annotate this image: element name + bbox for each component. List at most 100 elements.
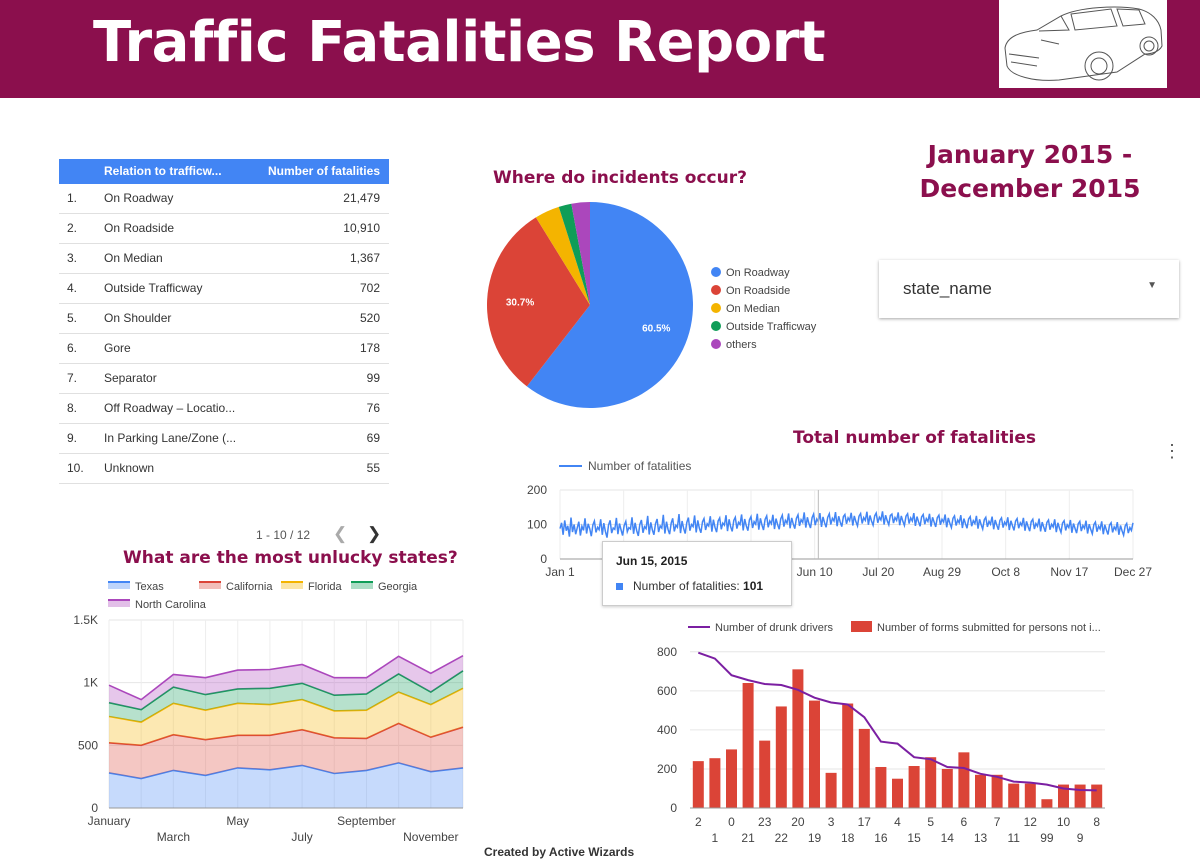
states-area-chart: Texas California Florida Georgia North Carol… [73,581,464,844]
pie-slice-on-roadway [526,202,693,408]
x-tick-label: 14 [941,831,955,845]
legend-swatch [711,285,721,295]
x-tick-label: 6 [961,815,968,829]
tooltip-date: Jun 15, 2015 [616,554,688,568]
legend-label: Outside Trafficway [726,321,817,333]
x-tick-label: 10 [1057,815,1071,829]
pie-slice-label: 30.7% [506,297,534,308]
table-pager: 1 - 10 / 12 [256,528,311,542]
footer-credit: Created by Active Wizards [484,845,635,859]
table-row[interactable]: 4. Outside Trafficway 702 [59,274,389,304]
y-tick-label: 400 [657,723,677,737]
chart-tooltip: Jun 15, 2015 Number of fatalities: 101 [602,541,792,606]
bar [1058,784,1069,808]
y-tick-label: 100 [527,518,547,532]
row-relation: Outside Trafficway [104,281,203,295]
row-fatalities: 69 [366,431,380,445]
x-tick-label: 17 [858,815,872,829]
area-line-florida [108,687,464,723]
x-tick-label: 13 [974,831,988,845]
table-row[interactable]: 2. On Roadside 10,910 [59,214,389,244]
x-tick-label: Jun 10 [797,565,833,579]
date-range-label: January 2015 - December 2015 [880,138,1180,206]
table-row[interactable]: 7. Separator 99 [59,364,389,394]
legend-label: North Carolina [135,599,207,611]
legend-label: others [726,339,757,351]
legend-label: Georgia [378,581,418,593]
x-tick-label: 5 [927,815,934,829]
fatalities-table: Relation to trafficw... Number of fatali… [59,159,389,484]
car-sketch-icon [1004,6,1163,81]
column-header-fatalities[interactable]: Number of fatalities [267,164,380,178]
x-tick-label: January [88,814,131,828]
row-index: 1. [67,191,78,205]
prev-page-icon[interactable]: ❮ [333,524,348,543]
row-index: 8. [67,401,78,415]
area-line-california [108,722,464,747]
row-fatalities: 520 [359,311,380,325]
tooltip-value: 101 [743,579,764,593]
area-georgia [109,670,463,723]
area-line-north-carolina [108,654,464,701]
row-index: 3. [67,251,78,265]
pie-slice-on-median [535,206,590,305]
table-row[interactable]: 9. In Parking Lane/Zone (... 69 [59,424,389,454]
table-row[interactable]: 6. Gore 178 [59,334,389,364]
series-line-fatalities [559,510,1134,539]
tooltip-label: Number of fatalities: [633,579,744,593]
table-row[interactable]: 8. Off Roadway – Locatio... 76 [59,394,389,424]
car-logo [999,0,1167,88]
legend-swatch [711,303,721,313]
table-row[interactable]: 3. On Median 1,367 [59,244,389,274]
x-tick-label: July [291,830,312,844]
pie-slice-others [571,202,590,305]
pie-slice-label: 60.5% [642,324,670,335]
table-row[interactable]: 5. On Shoulder 520 [59,304,389,334]
legend-swatch [851,621,872,632]
column-header-relation[interactable]: Relation to trafficw... [104,164,222,178]
legend-label: Number of fatalities [588,459,691,473]
x-tick-label: 23 [758,815,772,829]
row-index: 6. [67,341,78,355]
y-tick-label: 0 [540,552,547,566]
row-relation: Separator [104,371,157,385]
legend-swatch [108,600,130,607]
row-relation: In Parking Lane/Zone (... [104,431,237,445]
state-filter-dropdown[interactable]: state_name ▼ [879,260,1179,318]
bar [709,758,721,808]
report-title: Traffic Fatalities Report [93,10,826,75]
y-tick-label: 200 [527,483,547,497]
x-tick-label: 99 [1040,831,1054,845]
row-fatalities: 55 [366,461,380,475]
bar [975,774,986,808]
next-page-icon[interactable]: ❯ [367,524,382,543]
table-row[interactable]: 10. Unknown 55 [59,454,389,484]
tooltip-text: Number of fatalities: 101 [633,579,763,593]
dropdown-arrow-icon: ▼ [1147,280,1157,291]
x-tick-label: Aug 29 [923,565,961,579]
bar [792,669,804,808]
row-index: 5. [67,311,78,325]
more-options-icon[interactable]: ⋮ [1163,441,1181,461]
table-row[interactable]: 1. On Roadway 21,479 [59,184,389,214]
bar [991,774,1003,808]
x-tick-label: 16 [874,831,888,845]
legend-swatch [199,582,221,589]
row-relation: On Roadway [104,191,174,205]
y-tick-label: 200 [657,762,677,776]
y-tick-label: 500 [78,738,98,752]
bar [692,761,704,808]
bar [842,703,854,808]
row-relation: Gore [104,341,131,355]
area-california [109,723,463,779]
x-tick-label: 22 [775,831,789,845]
row-relation: On Shoulder [104,311,172,325]
row-index: 10. [67,461,84,475]
x-tick-label: 8 [1093,815,1100,829]
row-fatalities: 178 [359,341,380,355]
bar [726,749,737,808]
bar [958,752,970,808]
row-relation: Off Roadway – Locatio... [104,401,236,415]
table-header: Relation to trafficw... Number of fatali… [59,159,389,184]
bar [1008,783,1020,808]
